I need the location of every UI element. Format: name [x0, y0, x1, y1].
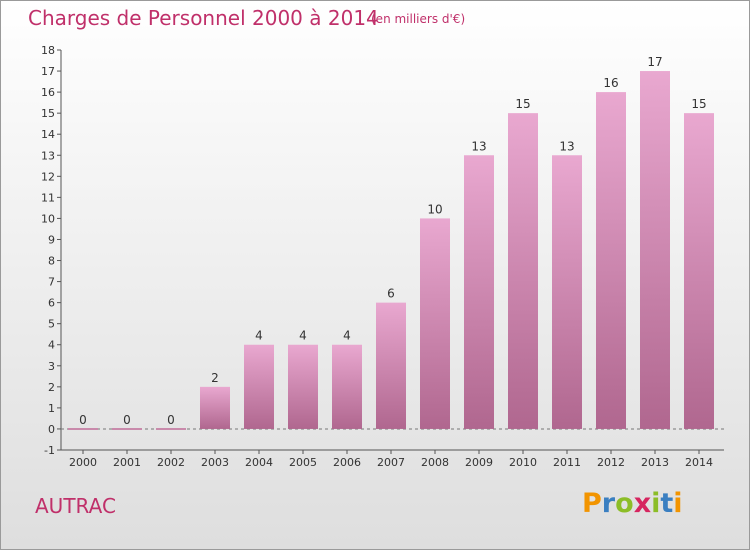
chart-title: Charges de Personnel 2000 à 2014	[28, 6, 379, 30]
chart-unit: (en milliers d'€)	[371, 12, 466, 26]
bar-2014	[684, 113, 714, 429]
x-tick-label-2011: 2011	[553, 456, 581, 469]
y-tick-label: 16	[41, 86, 55, 99]
y-tick-label: 10	[41, 212, 55, 225]
proxiti-logo: Proxiti	[582, 488, 683, 519]
y-tick-label: 7	[48, 276, 55, 289]
bar-2009	[464, 155, 494, 429]
y-tick-label: 5	[48, 318, 55, 331]
value-label-2005: 4	[299, 329, 307, 343]
value-label-2012: 16	[603, 76, 618, 90]
y-tick-label: 14	[41, 128, 55, 141]
logo-letter: i	[673, 488, 683, 519]
logo-letter: r	[601, 488, 616, 519]
y-tick-label: 12	[41, 170, 55, 183]
bar-2012	[596, 92, 626, 429]
x-tick-label-2005: 2005	[289, 456, 317, 469]
value-label-2006: 4	[343, 329, 351, 343]
bar-2010	[508, 113, 538, 429]
x-tick-label-2002: 2002	[157, 456, 185, 469]
logo-letter: i	[651, 488, 661, 519]
x-tick-label-2014: 2014	[685, 456, 713, 469]
y-tick-label: 11	[41, 191, 55, 204]
bar-2011	[552, 155, 582, 429]
logo-letter: x	[633, 488, 652, 519]
y-tick-label: 17	[41, 65, 55, 78]
x-tick-label-2008: 2008	[421, 456, 449, 469]
value-label-2007: 6	[387, 287, 395, 301]
value-label-2008: 10	[427, 202, 442, 216]
value-label-2009: 13	[471, 139, 486, 153]
bar-2013	[640, 71, 670, 429]
bar-2005	[288, 344, 318, 429]
x-tick-label-2009: 2009	[465, 456, 493, 469]
value-label-2000: 0	[79, 413, 87, 427]
x-tick-label-2001: 2001	[113, 456, 141, 469]
y-tick-label: -1	[44, 444, 55, 457]
y-tick-label: 15	[41, 107, 55, 120]
y-tick-label: 8	[48, 255, 55, 268]
value-label-2002: 0	[167, 413, 175, 427]
value-label-2011: 13	[559, 139, 574, 153]
x-tick-label-2007: 2007	[377, 456, 405, 469]
bar-2004	[244, 344, 274, 429]
x-tick-label-2012: 2012	[597, 456, 625, 469]
logo-letter: P	[582, 488, 602, 519]
y-tick-label: 3	[48, 360, 55, 373]
x-tick-label-2004: 2004	[245, 456, 273, 469]
y-tick-label: 2	[48, 381, 55, 394]
y-tick-label: 0	[48, 423, 55, 436]
x-tick-label-2006: 2006	[333, 456, 361, 469]
bar-2007	[376, 302, 406, 429]
y-tick-label: 18	[41, 44, 55, 57]
y-tick-label: 4	[48, 339, 55, 352]
place-name: AUTRAC	[35, 494, 116, 518]
logo-letter: t	[660, 488, 674, 519]
x-tick-label-2000: 2000	[69, 456, 97, 469]
value-label-2003: 2	[211, 371, 219, 385]
y-tick-label: 9	[48, 233, 55, 246]
x-tick-label-2010: 2010	[509, 456, 537, 469]
value-label-2004: 4	[255, 329, 263, 343]
y-tick-label: 13	[41, 149, 55, 162]
value-label-2014: 15	[691, 97, 706, 111]
value-label-2001: 0	[123, 413, 131, 427]
bar-2008	[420, 218, 450, 429]
value-label-2013: 17	[647, 55, 662, 69]
x-tick-label-2013: 2013	[641, 456, 669, 469]
logo-letter: o	[615, 488, 634, 519]
bar-2006	[332, 344, 362, 429]
y-tick-label: 1	[48, 402, 55, 415]
y-tick-label: 6	[48, 297, 55, 310]
value-label-2010: 15	[515, 97, 530, 111]
x-tick-label-2003: 2003	[201, 456, 229, 469]
bar-2003	[200, 386, 230, 429]
